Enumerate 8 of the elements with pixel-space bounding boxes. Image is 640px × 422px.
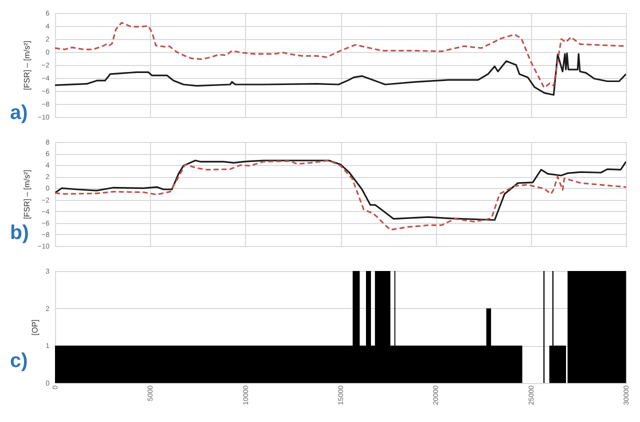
y-axis-title: [FSR] – [m/s²] [22, 40, 32, 90]
y-axis-title: [FSR] – [m/s²] [22, 170, 32, 220]
line-series [55, 22, 626, 89]
text: a) [10, 102, 28, 125]
y-axis-title: [OP] [30, 319, 40, 336]
line-series [55, 52, 626, 96]
text: c) [10, 350, 28, 373]
text: b) [10, 222, 29, 245]
